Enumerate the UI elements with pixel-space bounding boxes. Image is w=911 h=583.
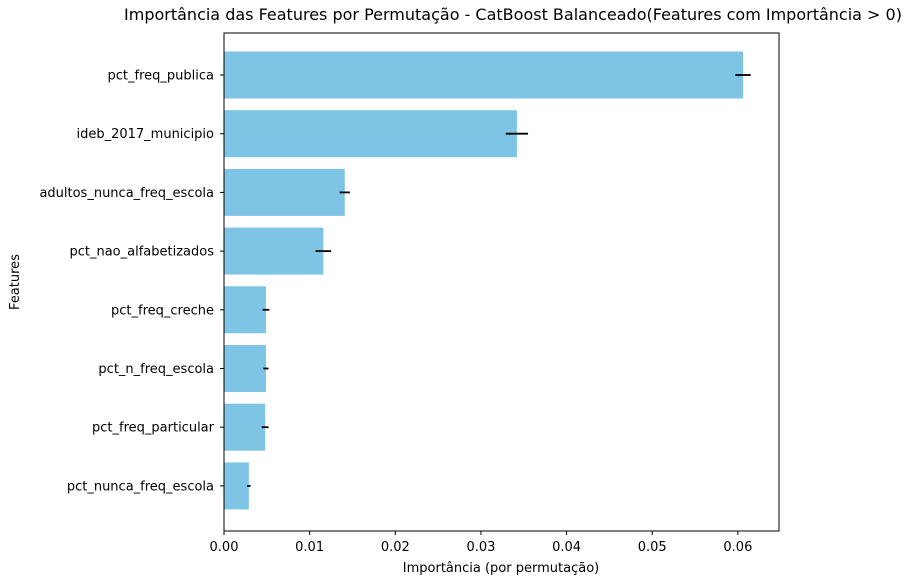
bar-pct_freq_creche xyxy=(224,286,266,334)
x-tick-label: 0.05 xyxy=(638,540,667,555)
y-tick-label: ideb_2017_municipio xyxy=(76,127,214,142)
bar-adultos_nunca_freq_escola xyxy=(224,168,345,216)
error-bars-layer xyxy=(247,74,751,487)
bar-pct_nunca_freq_escola xyxy=(224,462,249,510)
bar-pct_freq_particular xyxy=(224,403,266,451)
x-tick-label: 0.01 xyxy=(295,540,324,555)
y-axis-ticks: pct_freq_publica ideb_2017_municipioadult… xyxy=(39,69,224,494)
y-axis-label: Features xyxy=(8,254,23,310)
bars-layer xyxy=(224,51,744,510)
bar-ideb_2017_municipio xyxy=(224,110,517,158)
y-tick-label: pct_freq_creche xyxy=(111,303,214,318)
x-tick-label: 0.02 xyxy=(381,540,410,555)
bar-pct_freq_publica xyxy=(224,51,744,99)
y-tick-label: adultos_nunca_freq_escola xyxy=(39,186,214,201)
x-tick-label: 0.04 xyxy=(552,540,581,555)
x-axis-ticks: 0.00 0.01 0.02 0.03 0.04 0.05 0.06 xyxy=(210,531,752,555)
x-axis-label: Importância (por permutação) xyxy=(403,561,599,576)
chart-title: Importância das Features por Permutação … xyxy=(124,5,902,24)
y-tick-label: pct_nao_alfabetizados xyxy=(69,245,214,260)
x-tick-label: 0.06 xyxy=(723,540,752,555)
x-tick-label: 0.00 xyxy=(210,540,239,555)
y-tick-label: pct_freq_particular xyxy=(92,421,215,436)
bar-pct_nao_alfabetizados xyxy=(224,227,324,275)
y-tick-label: pct_freq_publica xyxy=(108,69,214,84)
y-tick-label: pct_nunca_freq_escola xyxy=(67,479,214,494)
plot-frame xyxy=(223,32,780,532)
bar-pct_n_freq_escola xyxy=(224,345,266,392)
x-tick-label: 0.03 xyxy=(466,540,495,555)
y-tick-label: pct_n_freq_escola xyxy=(98,362,214,377)
